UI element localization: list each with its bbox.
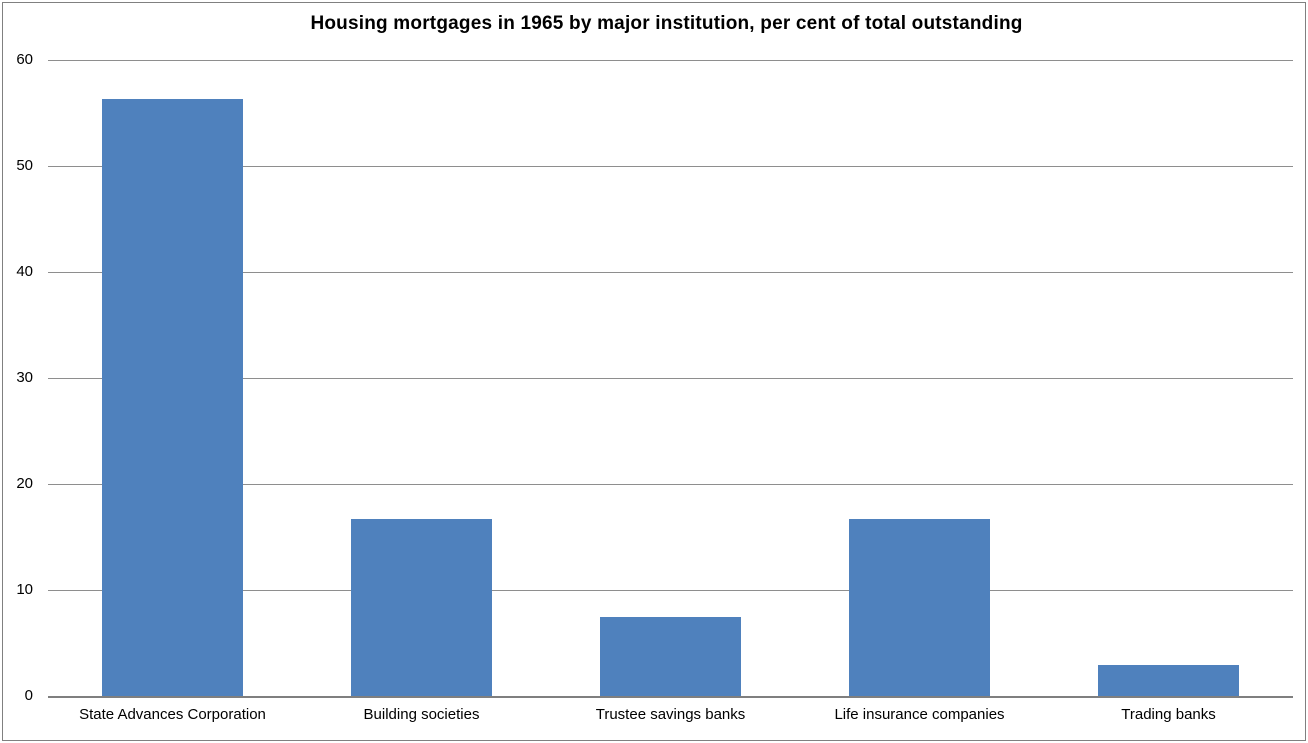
chart-title: Housing mortgages in 1965 by major insti…	[310, 13, 1023, 34]
bar	[350, 518, 493, 696]
gridline-50	[48, 166, 1293, 167]
x-axis: State Advances Corporation Building socie…	[48, 706, 1293, 723]
bar	[1097, 665, 1240, 696]
plot-area	[48, 60, 1293, 698]
y-tick-label-10: 10	[16, 581, 33, 598]
y-tick-label-40: 40	[16, 263, 33, 280]
gridline-40	[48, 272, 1293, 273]
bar-slot	[795, 60, 1044, 696]
gridline-60	[48, 60, 1293, 61]
x-category-label: Trustee savings banks	[595, 706, 746, 723]
bar-slot	[297, 60, 546, 696]
x-category-label: Trading banks	[1121, 706, 1216, 723]
bar	[848, 518, 991, 696]
bar	[101, 99, 244, 696]
y-tick-label-20: 20	[16, 475, 33, 492]
gridline-10	[48, 590, 1293, 591]
x-category-label: State Advances Corporation	[79, 706, 266, 723]
y-tick-label-0: 0	[24, 687, 33, 704]
y-tick-label-60: 60	[16, 51, 33, 68]
y-axis: 0 10 20 30 40 50 60	[0, 51, 33, 704]
bar-series	[48, 60, 1293, 696]
bar	[599, 616, 742, 696]
bar-slot	[1044, 60, 1293, 696]
x-category-label: Life insurance companies	[834, 706, 1005, 723]
bar-slot	[48, 60, 297, 696]
gridline-30	[48, 378, 1293, 379]
y-tick-label-30: 30	[16, 369, 33, 386]
gridline-20	[48, 484, 1293, 485]
y-tick-label-50: 50	[16, 157, 33, 174]
x-category-label: Building societies	[363, 706, 480, 723]
bar-slot	[546, 60, 795, 696]
